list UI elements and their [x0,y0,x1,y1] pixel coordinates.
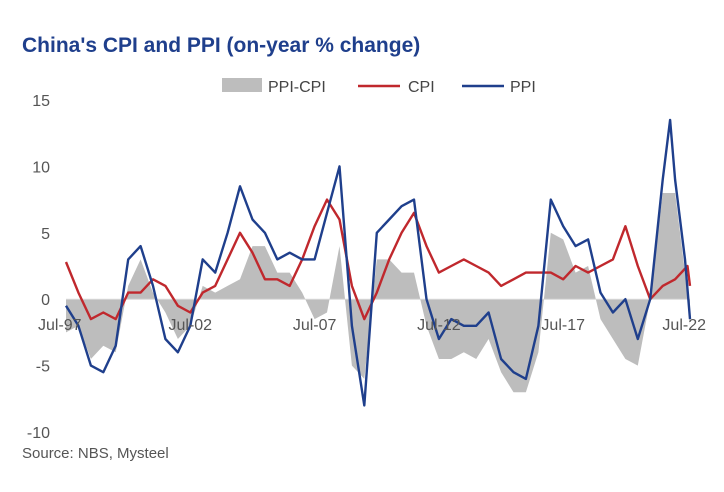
x-tick-label: Jul-97 [38,317,82,334]
legend-label: PPI [510,79,536,96]
legend-label: PPI-CPI [268,79,326,96]
y-tick-label: 10 [32,159,50,176]
x-tick-label: Jul-22 [662,317,706,334]
chart-title: China's CPI and PPI (on-year % change) [22,34,421,57]
legend: PPI-CPI CPI PPI [222,78,536,96]
y-tick-label: 0 [41,292,50,309]
y-axis: 15 10 5 0 -5 -10 [27,93,50,442]
x-tick-label: Jul-02 [169,317,213,334]
x-tick-label: Jul-12 [417,317,461,334]
series-ppi-line [64,118,692,407]
source-note: Source: NBS, Mysteel [22,445,169,462]
x-tick-label: Jul-17 [541,317,585,334]
legend-swatch [222,78,262,92]
y-tick-label: 5 [41,226,50,243]
y-tick-label: -5 [36,359,50,376]
legend-label: CPI [408,79,435,96]
plot-area [64,118,692,407]
y-tick-label: 15 [32,93,50,110]
y-tick-label: -10 [27,425,50,442]
x-axis: Jul-97 Jul-02 Jul-07 Jul-12 Jul-17 Jul-22 [38,317,706,334]
x-tick-label: Jul-07 [293,317,337,334]
